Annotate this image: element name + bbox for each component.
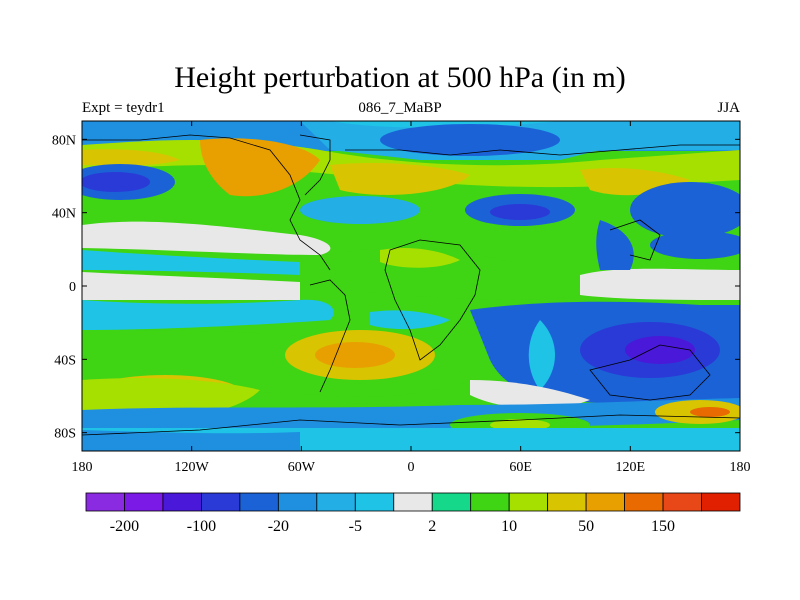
colorbar-label: -5 bbox=[349, 518, 362, 535]
colorbar-swatch bbox=[393, 492, 433, 512]
colorbar-label: 10 bbox=[501, 518, 517, 535]
lat-tick-label: 80S bbox=[54, 427, 76, 442]
colorbar-swatch bbox=[547, 492, 587, 512]
colorbar-label: 2 bbox=[428, 518, 436, 535]
colorbar-swatch bbox=[162, 492, 202, 512]
colorbar-swatch bbox=[124, 492, 164, 512]
lon-tick-label: 120E bbox=[616, 460, 646, 475]
lon-tick-label: 60E bbox=[509, 460, 532, 475]
contour-field bbox=[82, 121, 740, 451]
colorbar-swatch bbox=[508, 492, 549, 512]
colorbar-label: -200 bbox=[110, 518, 139, 535]
lon-tick-label: 180 bbox=[730, 460, 751, 475]
colorbar-swatch bbox=[85, 492, 125, 512]
colorbar-swatch bbox=[239, 492, 279, 512]
colorbar-swatch bbox=[701, 492, 741, 512]
lon-tick-label: 120W bbox=[175, 460, 210, 475]
colorbar-swatch bbox=[201, 492, 241, 512]
latitude-axis: 80N 40N 0 40S 80S bbox=[52, 133, 740, 442]
lat-tick-label: 80N bbox=[52, 133, 76, 148]
colorbar-swatch bbox=[316, 492, 356, 512]
coastlines bbox=[82, 134, 740, 436]
colorbar-swatch bbox=[277, 492, 318, 512]
colorbar-swatch bbox=[585, 492, 625, 512]
period-label: 086_7_MaBP bbox=[358, 100, 442, 116]
lat-tick-label: 40S bbox=[54, 353, 76, 368]
lon-tick-label: 60W bbox=[288, 460, 316, 475]
lon-tick-label: 180 bbox=[72, 460, 93, 475]
colorbar-label: 150 bbox=[651, 518, 675, 535]
lon-tick-label: 0 bbox=[408, 460, 415, 475]
lat-tick-label: 40N bbox=[52, 207, 76, 222]
season-label: JJA bbox=[717, 100, 740, 116]
colorbar-swatch bbox=[470, 492, 510, 512]
colorbar-label: -100 bbox=[187, 518, 216, 535]
experiment-label: Expt = teydr1 bbox=[82, 100, 165, 116]
lat-tick-label: 0 bbox=[69, 280, 76, 295]
colorbar-label: -20 bbox=[268, 518, 289, 535]
colorbar-swatch bbox=[354, 492, 395, 512]
map-title: Height perturbation at 500 hPa (in m) bbox=[174, 61, 626, 94]
colorbar-label: 50 bbox=[578, 518, 594, 535]
colorbar-swatch bbox=[431, 492, 472, 512]
colorbar-swatch bbox=[624, 492, 664, 512]
longitude-axis: 180 120W 60W 0 60E 120E 180 bbox=[72, 121, 751, 475]
colorbar-swatch bbox=[662, 492, 702, 512]
colorbar: -200 -100 -20 -5 2 10 50 150 bbox=[85, 492, 741, 535]
